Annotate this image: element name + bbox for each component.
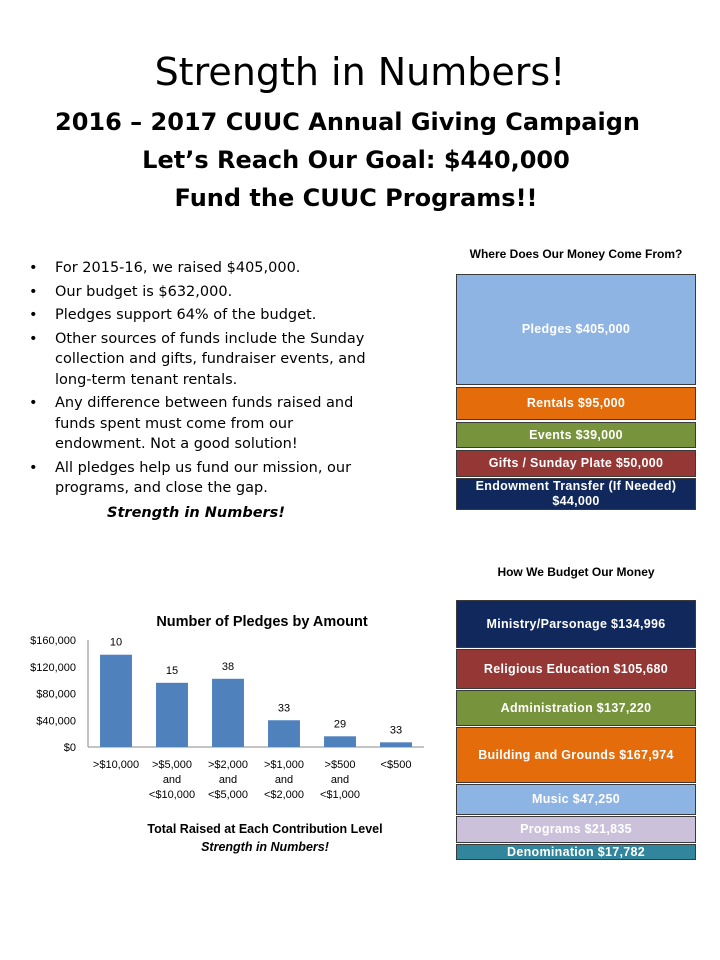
budget-block-music: Music $47,250 <box>456 784 696 815</box>
x-tick-label: <$10,000 <box>149 789 195 801</box>
x-tick-label: <$1,000 <box>320 789 360 801</box>
y-tick-label: $80,000 <box>36 689 76 701</box>
bar <box>380 742 412 747</box>
income-block-events: Events $39,000 <box>456 422 696 448</box>
y-tick-label: $0 <box>64 742 76 754</box>
x-tick-label: and <box>163 774 181 786</box>
x-tick-label: <$5,000 <box>208 789 248 801</box>
x-tick-label: >$2,000 <box>208 759 248 771</box>
bar-data-label: 33 <box>278 702 290 714</box>
x-tick-label: <$2,000 <box>264 789 304 801</box>
budget-block-ministry: Ministry/Parsonage $134,996 <box>456 600 696 648</box>
x-tick-label: <$500 <box>381 759 412 771</box>
income-heading: Where Does Our Money Come From? <box>469 247 683 261</box>
budget-block-building: Building and Grounds $167,974 <box>456 727 696 783</box>
bar <box>324 736 356 747</box>
chart-title: Number of Pledges by Amount <box>156 614 368 630</box>
chart-caption: Total Raised at Each Contribution Level <box>147 822 383 836</box>
fact-item: Our budget is $632,000. <box>26 282 376 303</box>
fact-item: For 2015-16, we raised $405,000. <box>26 258 376 279</box>
bar <box>156 682 188 747</box>
fact-item: Any difference between funds raised and … <box>26 393 376 455</box>
budget-block-programs: Programs $21,835 <box>456 816 696 843</box>
bar-data-label: 15 <box>166 665 178 677</box>
bar-data-label: 33 <box>390 724 402 736</box>
x-tick-label: and <box>219 774 237 786</box>
budget-block-administration: Administration $137,220 <box>456 690 696 726</box>
bar-data-label: 10 <box>110 637 122 649</box>
facts-list: For 2015-16, we raised $405,000. Our bud… <box>26 258 376 502</box>
budget-heading: How We Budget Our Money <box>497 565 655 579</box>
income-block-rentals: Rentals $95,000 <box>456 387 696 420</box>
campaign-title: 2016 – 2017 CUUC Annual Giving Campaign <box>55 108 640 136</box>
income-block-pledges: Pledges $405,000 <box>456 274 696 385</box>
y-tick-label: $120,000 <box>30 662 76 674</box>
x-tick-label: >$500 <box>325 759 356 771</box>
fact-item: Pledges support 64% of the budget. <box>26 305 376 326</box>
bar <box>268 720 300 747</box>
x-tick-label: >$5,000 <box>152 759 192 771</box>
income-block-gifts: Gifts / Sunday Plate $50,000 <box>456 450 696 477</box>
x-tick-label: and <box>331 774 349 786</box>
y-tick-label: $40,000 <box>36 715 76 727</box>
page-title: Strength in Numbers! <box>154 50 566 94</box>
x-tick-label: >$10,000 <box>93 759 139 771</box>
fact-item: Other sources of funds include the Sunda… <box>26 329 376 391</box>
budget-block-religious-education: Religious Education $105,680 <box>456 649 696 689</box>
fact-item: All pledges help us fund our mission, ou… <box>26 458 376 499</box>
income-block-endowment: Endowment Transfer (If Needed) $44,000 <box>456 478 696 510</box>
x-tick-label: >$1,000 <box>264 759 304 771</box>
bar-data-label: 29 <box>334 718 346 730</box>
strength-tagline: Strength in Numbers! <box>107 505 285 521</box>
bar <box>100 654 132 747</box>
budget-block-denomination: Denomination $17,782 <box>456 844 696 860</box>
x-tick-label: and <box>275 774 293 786</box>
pledges-bar-chart: Number of Pledges by Amount $0 $40,000 $80,… <box>30 614 424 801</box>
bar-data-label: 38 <box>222 661 234 673</box>
goal-heading: Let’s Reach Our Goal: $440,000 <box>142 146 570 174</box>
y-tick-label: $160,000 <box>30 635 76 647</box>
fund-heading: Fund the CUUC Programs!! <box>174 184 538 212</box>
chart-caption-tagline: Strength in Numbers! <box>201 840 329 854</box>
bar <box>212 678 244 747</box>
